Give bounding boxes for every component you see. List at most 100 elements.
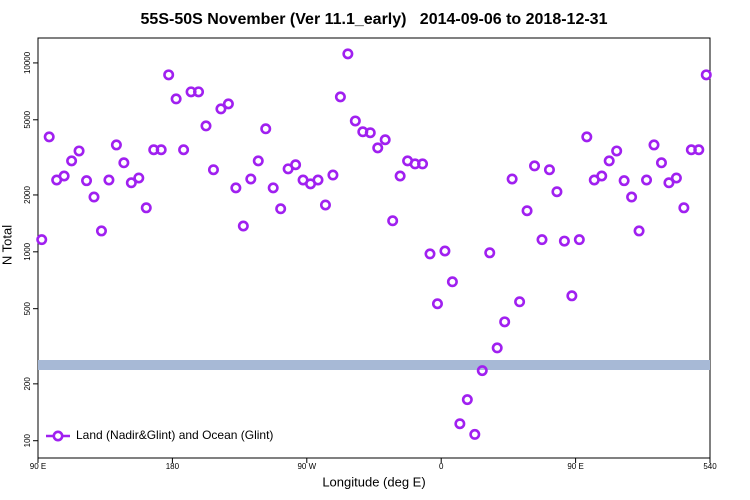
data-point bbox=[125, 177, 137, 189]
data-point bbox=[439, 245, 451, 257]
data-point bbox=[558, 235, 570, 247]
data-point bbox=[36, 234, 48, 246]
data-point bbox=[58, 170, 70, 182]
data-point bbox=[655, 157, 667, 169]
data-point bbox=[596, 170, 608, 182]
data-point bbox=[670, 172, 682, 184]
data-point bbox=[43, 131, 55, 143]
data-point bbox=[566, 290, 578, 302]
data-point bbox=[663, 177, 675, 189]
overlay-band bbox=[38, 360, 710, 370]
data-point bbox=[88, 191, 100, 203]
data-point bbox=[222, 98, 234, 110]
data-point bbox=[454, 418, 466, 430]
legend-marker bbox=[52, 430, 64, 442]
data-point bbox=[491, 342, 503, 354]
data-point bbox=[529, 160, 541, 172]
data-point bbox=[319, 199, 331, 211]
data-point bbox=[536, 234, 548, 246]
data-point bbox=[342, 48, 354, 60]
data-point bbox=[349, 115, 361, 127]
data-point bbox=[506, 173, 518, 185]
data-point bbox=[551, 186, 563, 198]
data-point bbox=[207, 164, 219, 176]
data-point bbox=[581, 131, 593, 143]
data-point bbox=[245, 173, 257, 185]
data-point bbox=[514, 296, 526, 308]
data-point bbox=[334, 91, 346, 103]
data-point bbox=[700, 69, 712, 81]
data-point bbox=[193, 86, 205, 98]
data-point bbox=[461, 394, 473, 406]
plot-frame bbox=[37, 37, 711, 459]
data-point bbox=[693, 144, 705, 156]
data-point bbox=[611, 145, 623, 157]
data-point bbox=[230, 182, 242, 194]
data-point bbox=[81, 175, 93, 187]
data-point bbox=[133, 172, 145, 184]
data-point bbox=[200, 120, 212, 132]
data-point bbox=[431, 298, 443, 310]
x-tick-label: 90 E bbox=[30, 462, 46, 471]
data-point bbox=[95, 225, 107, 237]
chart-title: 55S-50S November (Ver 11.1_early) 2014-0… bbox=[141, 11, 608, 28]
data-point bbox=[394, 170, 406, 182]
data-point bbox=[267, 182, 279, 194]
data-point bbox=[499, 316, 511, 328]
data-point bbox=[633, 225, 645, 237]
y-tick-label: 100 bbox=[23, 433, 32, 447]
legend-label: Land (Nadir&Glint) and Ocean (Glint) bbox=[76, 428, 273, 442]
data-point bbox=[252, 155, 264, 167]
data-point bbox=[215, 103, 227, 115]
data-point bbox=[327, 169, 339, 181]
x-tick-label: 90 E bbox=[567, 462, 583, 471]
data-point bbox=[110, 139, 122, 151]
data-point bbox=[170, 93, 182, 105]
y-tick-label: 200 bbox=[23, 377, 32, 391]
data-point bbox=[178, 144, 190, 156]
x-tick-label: 0 bbox=[439, 462, 444, 471]
data-point bbox=[66, 155, 78, 167]
data-point bbox=[469, 428, 481, 440]
data-point bbox=[103, 174, 115, 186]
y-tick-label: 10000 bbox=[23, 51, 32, 74]
data-point bbox=[678, 202, 690, 214]
y-tick-label: 2000 bbox=[23, 186, 32, 204]
data-point bbox=[237, 220, 249, 232]
data-point bbox=[484, 247, 496, 259]
data-point bbox=[140, 202, 152, 214]
data-point bbox=[290, 159, 302, 171]
x-tick-label: 90 W bbox=[297, 462, 316, 471]
x-tick-label: 540 bbox=[703, 462, 717, 471]
data-point bbox=[424, 248, 436, 260]
x-axis-title: Longitude (deg E) bbox=[322, 474, 425, 489]
data-point bbox=[118, 157, 130, 169]
data-point bbox=[155, 144, 167, 156]
data-point bbox=[275, 203, 287, 215]
data-point bbox=[379, 134, 391, 146]
data-point bbox=[372, 142, 384, 154]
data-point bbox=[73, 145, 85, 157]
data-point bbox=[618, 175, 630, 187]
data-point bbox=[573, 234, 585, 246]
data-point bbox=[387, 215, 399, 227]
data-point bbox=[476, 365, 488, 377]
y-tick-label: 500 bbox=[23, 301, 32, 315]
data-point bbox=[260, 123, 272, 135]
y-tick-label: 1000 bbox=[23, 242, 32, 260]
data-point bbox=[521, 205, 533, 217]
data-point bbox=[446, 276, 458, 288]
y-tick-label: 5000 bbox=[23, 110, 32, 128]
data-point bbox=[603, 155, 615, 167]
data-point bbox=[417, 158, 429, 170]
data-point bbox=[163, 69, 175, 81]
data-point bbox=[641, 174, 653, 186]
data-point bbox=[312, 174, 324, 186]
data-point bbox=[543, 164, 555, 176]
data-point bbox=[648, 139, 660, 151]
y-axis-title: N Total bbox=[0, 225, 14, 265]
data-point bbox=[626, 191, 638, 203]
data-point bbox=[364, 127, 376, 139]
